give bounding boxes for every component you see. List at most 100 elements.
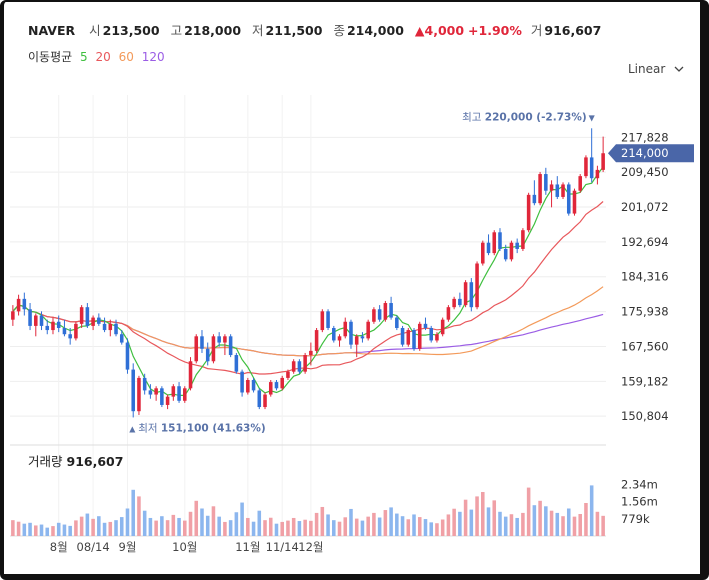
candle-body	[589, 157, 594, 179]
candle-body	[595, 169, 600, 179]
close-label: 종	[333, 23, 345, 38]
volume-bar	[125, 508, 130, 536]
volume-value: 916,607	[544, 23, 602, 38]
scale-label: Linear	[628, 62, 666, 76]
time-tick-label: 11/14	[266, 540, 299, 554]
volume-bar	[492, 500, 497, 536]
volume-bar	[22, 523, 27, 536]
candle-body	[79, 307, 84, 324]
candle-body	[463, 282, 468, 306]
candle-body	[188, 361, 193, 389]
candle	[406, 327, 411, 347]
candle-body	[291, 361, 296, 372]
stock-summary-header: NAVER 시 213,500 고 218,000 저 211,500 종 214,00…	[28, 20, 608, 39]
volume-bar	[200, 508, 204, 536]
candle	[463, 280, 468, 308]
change-value: 4,000	[424, 23, 465, 38]
ma120-line	[12, 304, 604, 357]
candle-body	[205, 348, 210, 362]
candle	[148, 384, 153, 399]
candle-body	[383, 303, 388, 320]
volume-bar	[234, 512, 239, 536]
candle-body	[515, 242, 519, 249]
volume-bar	[188, 511, 193, 536]
candle	[458, 292, 462, 308]
moving-average-legend[interactable]: 이동평균 5 20 60 120	[28, 48, 169, 65]
candle	[372, 307, 376, 324]
volume-bar	[452, 508, 456, 536]
ma20-line	[12, 201, 604, 375]
volume-panel-value: 916,607	[66, 454, 124, 469]
price-tick-label: 201,072	[621, 200, 669, 214]
volume-bar	[400, 516, 405, 536]
volume-label: 거	[530, 23, 543, 38]
candle	[102, 317, 107, 333]
ma-legend-label: 이동평균	[28, 50, 73, 64]
candle-body	[228, 336, 233, 356]
candle	[97, 313, 101, 326]
volume-bar	[349, 508, 353, 536]
volume-bar	[228, 520, 233, 536]
candle-body	[183, 388, 187, 401]
candle	[400, 325, 405, 347]
candle-body	[223, 336, 227, 343]
candle	[68, 327, 72, 345]
current-price-label: 214,000	[621, 146, 669, 160]
candle-body	[45, 325, 50, 331]
candle-body	[85, 307, 90, 326]
volume-bar	[377, 517, 382, 536]
volume-tick-label: 1.56m	[621, 495, 658, 509]
candle-body	[160, 388, 164, 405]
candle	[91, 315, 95, 331]
scale-dropdown[interactable]: Linear	[628, 62, 684, 76]
candle-body	[68, 334, 72, 339]
volume-bar	[601, 515, 605, 536]
candle-body	[572, 190, 577, 214]
volume-bar	[578, 514, 582, 536]
candle	[532, 180, 537, 206]
candle-body	[555, 184, 560, 197]
candle-body	[114, 323, 118, 335]
candle-body	[194, 336, 199, 362]
candle	[240, 369, 244, 397]
volume-bar	[108, 521, 113, 536]
candle-body	[360, 336, 365, 339]
time-tick-label: 8월	[50, 540, 68, 554]
volume-bar	[205, 515, 210, 536]
volume-bar	[595, 511, 600, 536]
volume-bar	[326, 514, 330, 536]
candle	[469, 278, 474, 312]
candle	[383, 300, 388, 322]
candle	[211, 334, 216, 364]
candle-body	[486, 242, 491, 254]
candle-body	[549, 184, 554, 191]
volume-panel-title: 거래량 916,607	[28, 451, 123, 470]
candle-body	[297, 361, 302, 372]
candle	[263, 392, 267, 410]
volume-bar	[555, 512, 560, 536]
ma120-legend: 120	[141, 50, 165, 64]
volume-bar	[148, 517, 153, 536]
volume-bar	[211, 506, 216, 536]
candle	[131, 363, 135, 418]
candle	[412, 327, 416, 351]
open-value: 213,500	[102, 23, 160, 38]
candle	[314, 327, 319, 353]
volume-bar	[303, 519, 307, 536]
volume-bar	[389, 507, 393, 536]
candle-body	[137, 377, 141, 412]
volume-bar	[566, 508, 571, 536]
volume-bar	[354, 518, 359, 536]
candle	[435, 332, 439, 343]
volume-bar	[85, 513, 90, 536]
volume-bar	[217, 516, 221, 536]
price-tick-label: 159,182	[621, 374, 669, 388]
candle-body	[509, 242, 514, 260]
candle	[429, 325, 433, 343]
volume-bar	[423, 519, 428, 536]
candle-body	[62, 327, 67, 335]
candle	[246, 377, 250, 395]
candle	[39, 311, 44, 331]
candle	[85, 303, 90, 328]
